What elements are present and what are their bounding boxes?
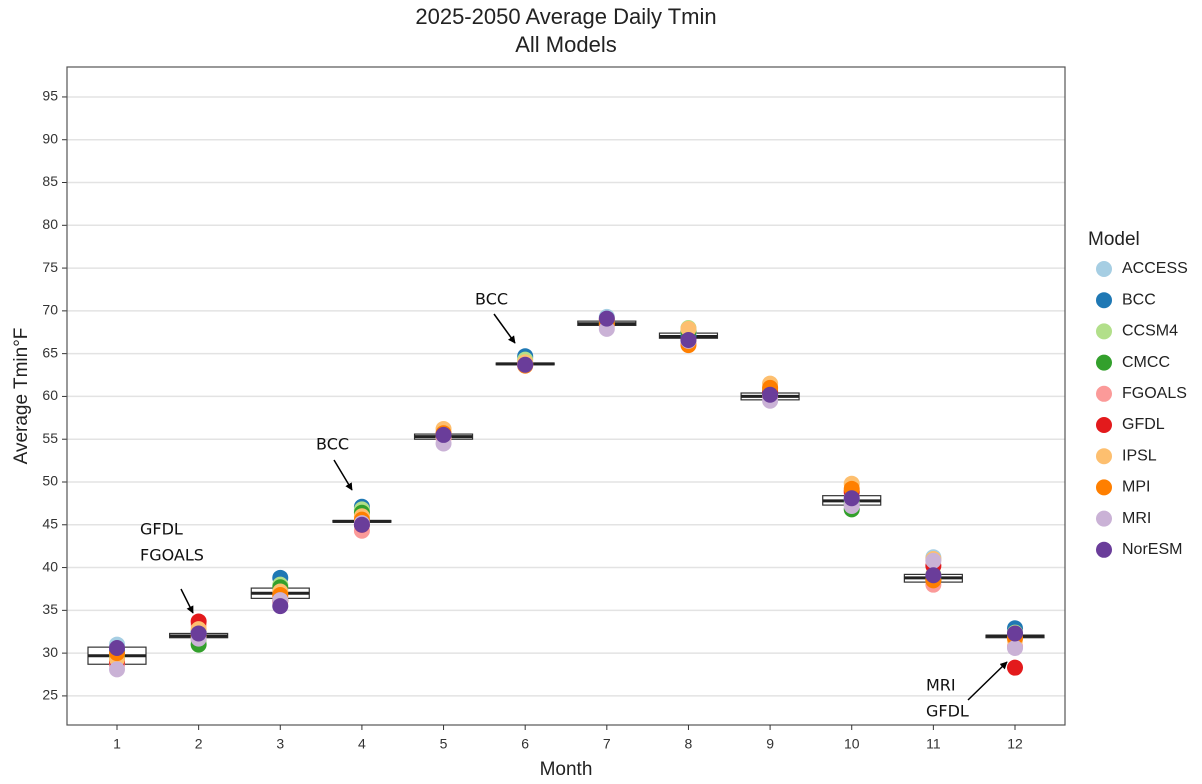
model-point [1007, 659, 1023, 676]
y-tick-label: 65 [42, 344, 58, 360]
x-tick-label: 8 [685, 736, 693, 752]
legend-label: FGOALS [1122, 385, 1187, 402]
y-tick-label: 25 [42, 687, 58, 703]
annotation: MRI [926, 676, 956, 695]
legend-label: NorESM [1122, 541, 1182, 558]
x-tick-label: 1 [113, 736, 121, 752]
annotation-arrow [967, 661, 1008, 701]
model-point [1007, 639, 1023, 656]
model-point [680, 320, 697, 337]
x-tick-label: 11 [926, 736, 941, 752]
legend-title: Model [1088, 229, 1140, 250]
annotation: BCC [316, 435, 349, 454]
legend-label: MPI [1122, 479, 1150, 496]
model-point [272, 598, 289, 615]
legend-label: BCC [1122, 291, 1156, 308]
annotation: GFDL [926, 702, 969, 721]
legend-swatch [1096, 448, 1112, 465]
x-tick-label: 4 [358, 736, 366, 752]
x-tick-label: 12 [1007, 736, 1023, 752]
y-tick-label: 85 [42, 173, 58, 189]
legend-swatch [1096, 510, 1112, 527]
annotation-arrow [180, 588, 194, 614]
model-point [925, 552, 942, 569]
model-point [109, 661, 125, 678]
model-point [353, 516, 370, 533]
annotation-arrow [493, 313, 516, 344]
x-tick-label: 7 [603, 736, 611, 752]
y-tick-label: 40 [42, 558, 58, 574]
y-tick-label: 55 [42, 430, 58, 446]
x-tick-label: 5 [440, 736, 448, 752]
model-point [190, 625, 207, 642]
legend-label: CCSM4 [1122, 323, 1178, 340]
legend-label: MRI [1122, 510, 1151, 527]
annotation: GFDL [140, 520, 183, 539]
legend-swatch [1096, 417, 1112, 433]
legend-swatch [1096, 323, 1112, 340]
model-point [762, 386, 779, 403]
y-tick-label: 80 [42, 216, 58, 232]
legend-swatch [1096, 541, 1112, 558]
model-point [843, 490, 860, 507]
y-tick-label: 35 [42, 601, 58, 617]
x-tick-label: 3 [276, 736, 284, 752]
x-tick-label: 6 [521, 736, 529, 752]
chart-title: 2025-2050 Average Daily Tmin [415, 4, 716, 29]
y-tick-label: 50 [42, 473, 58, 489]
model-point [1007, 625, 1023, 642]
x-tick-label: 2 [195, 736, 203, 752]
annotation-arrow [333, 459, 353, 491]
legend-swatch [1096, 354, 1112, 371]
y-tick-label: 60 [42, 387, 58, 403]
y-tick-label: 45 [42, 515, 58, 531]
legend-swatch [1096, 261, 1112, 277]
legend-label: ACCESS [1122, 260, 1188, 277]
legend-swatch [1096, 292, 1112, 309]
legend-label: CMCC [1122, 354, 1170, 371]
chart-subtitle: All Models [515, 32, 616, 57]
y-tick-label: 75 [42, 259, 58, 275]
legend-label: IPSL [1122, 447, 1157, 464]
legend-swatch [1096, 385, 1112, 402]
x-tick-label: 10 [844, 736, 860, 752]
model-point [680, 331, 697, 348]
annotation: FGOALS [140, 546, 204, 565]
x-tick-label: 9 [766, 736, 774, 752]
legend-swatch [1096, 479, 1112, 496]
y-tick-label: 90 [42, 130, 58, 146]
y-tick-label: 70 [42, 302, 58, 318]
model-point [598, 310, 615, 327]
y-axis-title: Average Tmin°F [11, 328, 32, 465]
annotation: BCC [475, 290, 508, 309]
y-tick-label: 95 [42, 88, 58, 104]
model-point [925, 567, 942, 584]
legend-label: GFDL [1122, 416, 1165, 433]
model-point [435, 426, 452, 443]
model-point [109, 639, 125, 656]
y-tick-label: 30 [42, 644, 58, 660]
plot-border [66, 66, 1066, 726]
model-point [517, 356, 534, 373]
x-axis-title: Month [540, 759, 593, 780]
